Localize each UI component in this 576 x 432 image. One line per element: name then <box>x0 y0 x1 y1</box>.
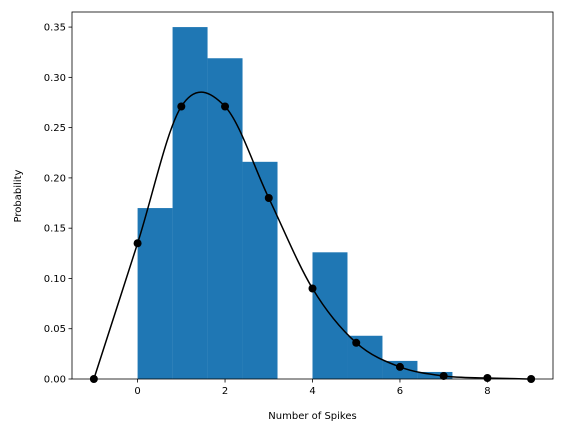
data-point <box>177 102 186 111</box>
probability-markers <box>89 102 536 383</box>
x-axis-ticks: 0 2 4 6 8 <box>134 379 491 397</box>
y-tick-label: 0.05 <box>44 324 66 335</box>
histogram-bar <box>137 208 173 379</box>
data-point <box>308 284 317 293</box>
histogram-bar <box>242 161 278 379</box>
x-tick-label: 4 <box>309 386 315 397</box>
x-axis-title: Number of Spikes <box>268 411 356 422</box>
x-tick-label: 2 <box>222 386 228 397</box>
y-tick-label: 0.30 <box>44 73 66 84</box>
y-axis-ticks: 0.00 0.05 0.10 0.15 0.20 0.25 0.30 0.35 <box>44 23 72 386</box>
histogram-bar <box>172 27 208 380</box>
data-point <box>439 371 448 380</box>
data-point <box>395 362 404 371</box>
y-tick-label: 0.15 <box>44 224 66 235</box>
y-tick-label: 0.20 <box>44 173 66 184</box>
x-tick-label: 6 <box>397 386 403 397</box>
y-tick-label: 0.35 <box>44 23 66 34</box>
y-tick-label: 0.10 <box>44 274 66 285</box>
histogram-bar <box>312 252 348 379</box>
data-point <box>352 338 361 347</box>
data-point <box>133 239 142 248</box>
y-tick-label: 0.00 <box>44 375 66 386</box>
x-tick-label: 8 <box>484 386 490 397</box>
data-point <box>264 194 273 203</box>
histogram-bar <box>207 58 243 380</box>
y-axis-title: Probability <box>13 169 24 222</box>
data-point <box>221 102 230 111</box>
x-tick-label: 0 <box>134 386 140 397</box>
y-tick-label: 0.25 <box>44 123 66 134</box>
histogram-bars <box>137 27 453 380</box>
data-point <box>483 373 492 382</box>
